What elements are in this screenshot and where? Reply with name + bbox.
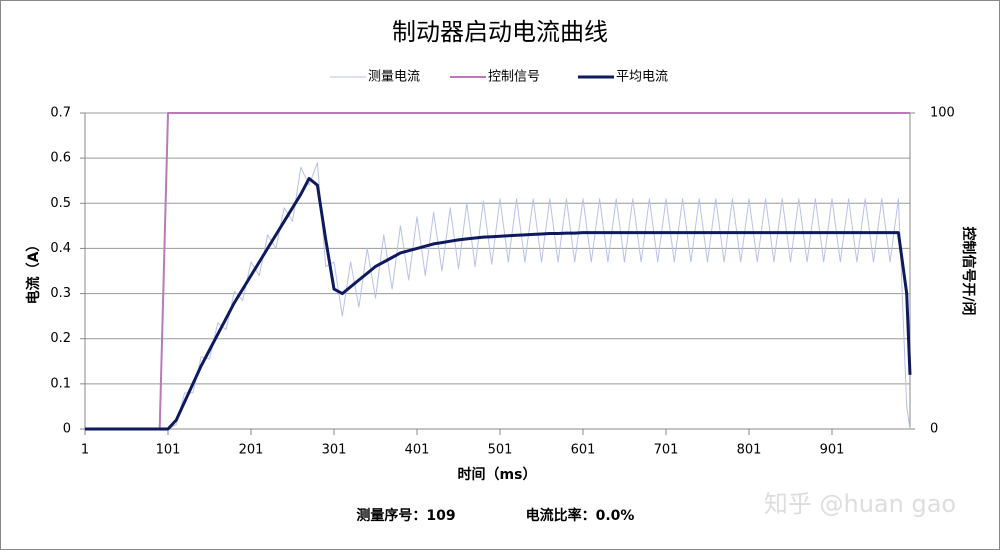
chart-title: 制动器启动电流曲线	[392, 18, 608, 46]
y2-tick-label: 100	[930, 106, 955, 121]
y-tick-label: 0.7	[50, 106, 71, 121]
y2-tick-label: 0	[930, 422, 938, 437]
x-tick-label: 201	[239, 443, 264, 458]
series-line	[85, 162, 911, 430]
x-tick-label: 301	[322, 443, 347, 458]
x-tick-label: 1	[81, 443, 89, 458]
legend-label: 控制信号	[488, 70, 540, 85]
series-line	[85, 112, 910, 430]
watermark: 知乎 @huan gao	[764, 490, 956, 518]
legend-label: 平均电流	[616, 70, 668, 85]
x-tick-label: 601	[571, 443, 596, 458]
y-tick-label: 0.4	[50, 241, 71, 256]
x-tick-label: 101	[156, 443, 181, 458]
x-tick-label: 401	[405, 443, 430, 458]
series-line	[85, 177, 912, 431]
y-axis-label: 电流（A）	[25, 238, 42, 305]
footer-text: 测量序号：109	[356, 507, 455, 524]
legend-label: 测量电流	[368, 70, 420, 85]
x-tick-label: 801	[737, 443, 762, 458]
footer-text: 电流比率：0.0%	[526, 507, 635, 524]
y-tick-label: 0	[63, 422, 71, 437]
y-tick-label: 0.3	[50, 286, 71, 301]
x-tick-label: 901	[820, 443, 845, 458]
y-tick-label: 0.2	[50, 331, 71, 346]
x-axis-label: 时间（ms）	[458, 466, 537, 483]
x-tick-label: 501	[488, 443, 513, 458]
y2-axis-label: 控制信号开/闭	[960, 226, 977, 315]
y-tick-label: 0.1	[50, 376, 71, 391]
y-tick-label: 0.5	[50, 196, 71, 211]
y-tick-label: 0.6	[50, 151, 71, 166]
x-tick-label: 701	[654, 443, 679, 458]
